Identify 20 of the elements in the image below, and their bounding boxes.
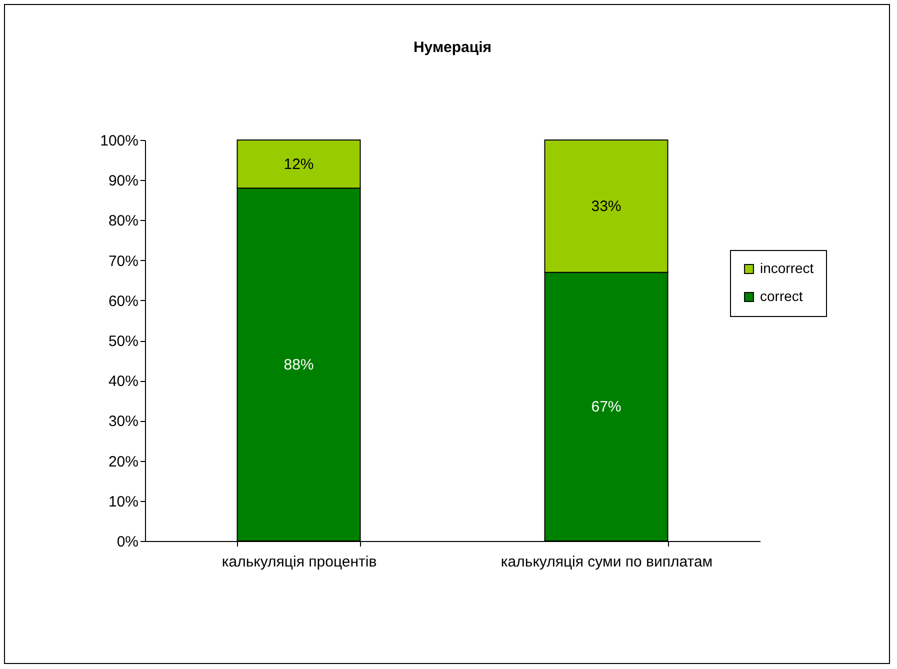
- data-label: 12%: [284, 156, 314, 174]
- y-tick-label: 0%: [116, 534, 138, 550]
- x-tick-label: калькуляція суми по виплатам: [500, 554, 713, 570]
- data-label: 88%: [284, 356, 314, 374]
- y-tick-label: 40%: [108, 373, 138, 390]
- y-tick-label: 20%: [108, 453, 138, 470]
- y-tick-label: 30%: [108, 413, 138, 430]
- data-label: 33%: [591, 198, 622, 216]
- y-tick-label: 100%: [100, 132, 138, 150]
- y-tick-label: 50%: [108, 333, 138, 350]
- y-tick-label: 10%: [108, 493, 138, 510]
- data-label: 67%: [591, 398, 622, 416]
- legend-label: incorrect: [760, 260, 814, 276]
- legend-label: correct: [760, 288, 803, 304]
- y-tick-label: 80%: [108, 212, 138, 230]
- y-tick-label: 90%: [108, 172, 138, 190]
- x-tick-label: калькуляція процентів: [222, 554, 377, 570]
- y-tick-label: 70%: [108, 252, 138, 270]
- chart-title: Нумерація: [413, 39, 492, 56]
- y-tick-label: 60%: [108, 292, 138, 310]
